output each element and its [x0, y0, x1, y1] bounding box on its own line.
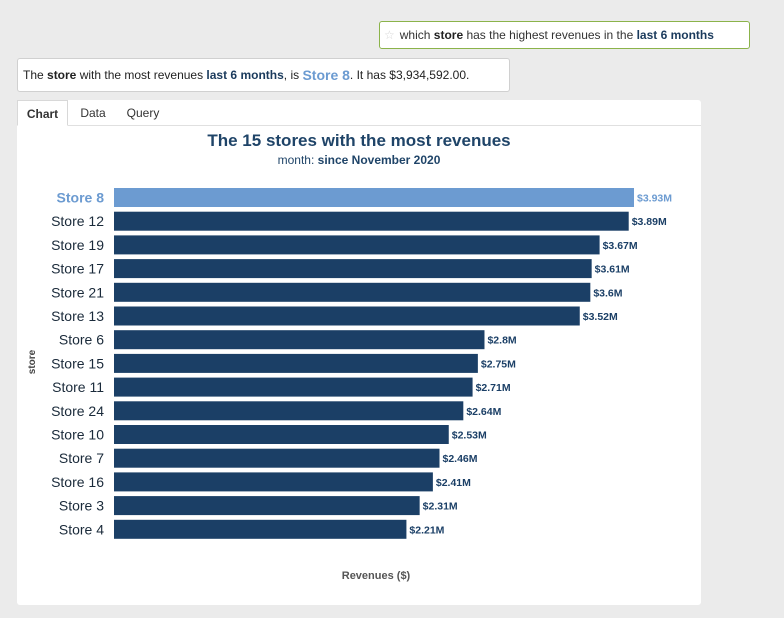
chart-subtitle-value: since November 2020 [317, 153, 441, 167]
category-label: Store 17 [51, 261, 104, 277]
chart-bar[interactable] [114, 401, 464, 421]
category-label: Store 15 [51, 355, 104, 371]
value-label: $3.93M [637, 193, 672, 205]
chart-bar[interactable] [114, 519, 407, 539]
query-text-1: which [399, 28, 434, 42]
chart-bar[interactable] [114, 472, 433, 492]
user-query-bubble: ☆ which store has the highest revenues i… [379, 21, 750, 49]
tab-query[interactable]: Query [126, 106, 160, 120]
value-label: $2.53M [452, 430, 487, 442]
chart-bar[interactable] [114, 353, 478, 373]
answer-text-2: with the most revenues [76, 68, 207, 82]
category-label: Store 8 [57, 190, 105, 206]
value-label: $3.67M [603, 240, 638, 252]
category-label: Store 6 [59, 332, 104, 348]
category-label: Store 19 [51, 237, 104, 253]
query-keyword-store: store [433, 28, 464, 42]
value-label: $3.52M [583, 311, 618, 323]
category-label: Store 16 [51, 474, 104, 490]
chart-subtitle: month: since November 2020 [17, 153, 701, 167]
value-label: $3.6M [593, 287, 622, 299]
value-label: $3.61M [595, 264, 630, 276]
answer-bubble: The store with the most revenues last 6 … [17, 58, 510, 92]
value-label: $2.71M [476, 382, 511, 394]
chart-bar[interactable] [114, 188, 634, 207]
chart-bar[interactable] [114, 306, 580, 326]
answer-text-3: , is [283, 68, 303, 82]
chart-bar[interactable] [114, 235, 600, 255]
chart-bar[interactable] [114, 425, 449, 444]
answer-text-1: The [23, 68, 48, 82]
chart-panel: Chart Data Query The 15 stores with the … [17, 100, 701, 605]
category-label: Store 3 [59, 498, 104, 514]
tab-chart[interactable]: Chart [17, 100, 68, 126]
value-label: $2.8M [487, 335, 516, 347]
value-label: $2.31M [423, 501, 458, 513]
answer-text-4: . It has $3,934,592.00. [349, 68, 470, 82]
answer-keyword-period: last 6 months [206, 68, 284, 82]
chart-bar[interactable] [114, 211, 629, 231]
answer-keyword-store: store [47, 68, 77, 82]
category-label: Store 12 [51, 213, 104, 229]
bar-chart: Store 8 $3.93M Store 12 $3.89M Store 19 $3.67… [27, 188, 672, 582]
answer-store-name: Store 8 [302, 67, 350, 83]
category-label: Store 24 [51, 403, 104, 419]
chart-bar[interactable] [114, 448, 440, 468]
chart-bar[interactable] [114, 377, 473, 397]
query-text-2: has the highest revenues in the [463, 28, 637, 42]
value-label: $2.41M [436, 477, 471, 489]
query-keyword-period: last 6 months [636, 28, 714, 42]
category-label: Store 11 [52, 379, 104, 395]
category-label: Store 10 [51, 427, 104, 443]
category-label: Store 13 [51, 308, 104, 324]
chart-subtitle-prefix: month: [277, 153, 318, 167]
chart-bar[interactable] [114, 496, 420, 516]
y-axis-label: store [27, 349, 38, 374]
chart-bar[interactable] [114, 330, 485, 350]
category-label: Store 7 [59, 450, 104, 466]
value-label: $2.46M [442, 453, 477, 465]
star-icon[interactable]: ☆ [384, 28, 395, 42]
category-label: Store 21 [51, 284, 104, 300]
value-label: $2.21M [409, 524, 444, 536]
chart-bar[interactable] [114, 282, 591, 302]
chart-bar[interactable] [114, 259, 592, 279]
value-label: $2.64M [466, 406, 501, 418]
x-axis-label: Revenues ($) [342, 570, 411, 582]
tab-bar: Chart Data Query [17, 100, 701, 126]
tab-data[interactable]: Data [80, 106, 106, 120]
category-label: Store 4 [59, 521, 104, 537]
value-label: $2.75M [481, 358, 516, 370]
value-label: $3.89M [632, 216, 667, 228]
chart-title: The 15 stores with the most revenues [207, 131, 511, 150]
